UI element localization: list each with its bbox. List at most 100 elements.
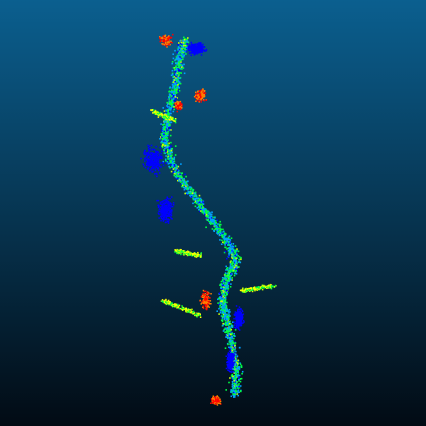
cloud-point — [192, 312, 195, 314]
cloud-point — [219, 283, 222, 286]
cloud-point — [177, 56, 179, 59]
cloud-point — [236, 313, 239, 315]
cloud-point — [161, 205, 164, 208]
cloud-point — [208, 297, 211, 299]
cloud-point — [182, 39, 184, 42]
cloud-point — [226, 238, 229, 240]
cloud-point — [181, 104, 183, 106]
cloud-point — [194, 314, 196, 317]
cloud-point — [197, 206, 200, 208]
cloud-point — [217, 298, 219, 301]
cloud-point — [171, 196, 173, 198]
cloud-point — [179, 173, 181, 176]
cloud-point — [166, 133, 168, 135]
cloud-point — [225, 242, 227, 244]
cloud-point — [162, 218, 164, 221]
cloud-point — [230, 389, 232, 391]
cloud-point — [197, 253, 199, 256]
cloud-point — [177, 51, 180, 54]
cloud-point — [192, 202, 194, 205]
cloud-point — [152, 156, 155, 158]
cloud-point — [232, 262, 234, 265]
cloud-point — [224, 241, 226, 243]
cloud-point — [171, 101, 174, 103]
cloud-point — [170, 156, 172, 159]
cloud-point — [169, 43, 171, 46]
cloud-point — [168, 206, 170, 209]
cloud-point — [201, 300, 203, 303]
cloud-point — [193, 52, 196, 55]
cloud-point — [178, 105, 181, 107]
cloud-point — [162, 202, 165, 204]
cloud-point — [205, 304, 208, 306]
cloud-point — [235, 370, 237, 372]
cloud-point — [220, 223, 222, 226]
cloud-point — [232, 243, 235, 245]
cloud-point — [240, 366, 243, 368]
cloud-point — [168, 117, 170, 119]
cloud-point — [201, 51, 203, 53]
cloud-point — [167, 153, 170, 156]
cloud-point — [164, 138, 166, 141]
cloud-point — [231, 332, 233, 334]
cloud-point — [167, 113, 169, 115]
point-cloud[interactable] — [140, 33, 277, 406]
cloud-point — [166, 211, 169, 213]
cloud-point — [230, 251, 233, 254]
cloud-point — [231, 340, 234, 343]
cloud-point — [240, 365, 243, 367]
cloud-point — [167, 144, 170, 146]
cloud-point — [165, 209, 167, 211]
cloud-point — [165, 129, 168, 132]
cloud-point — [196, 202, 198, 205]
cloud-point — [223, 301, 226, 303]
cloud-point — [174, 95, 176, 98]
cloud-point — [166, 220, 169, 223]
cloud-point — [224, 277, 226, 280]
cloud-point — [167, 111, 169, 113]
cloud-point — [154, 158, 157, 161]
cloud-point — [187, 311, 189, 313]
cloud-point — [175, 176, 177, 178]
cloud-point — [225, 321, 228, 323]
cloud-point — [168, 146, 171, 149]
cloud-point — [234, 259, 237, 262]
cloud-point — [217, 230, 220, 233]
cloud-point — [202, 48, 204, 51]
cloud-point — [218, 313, 220, 315]
cloud-point — [175, 305, 178, 308]
cloud-point — [236, 265, 238, 267]
cloud-point — [199, 201, 201, 204]
cloud-point — [161, 36, 163, 39]
cloud-point — [197, 96, 200, 99]
cloud-point — [150, 167, 153, 170]
cloud-point — [180, 48, 182, 51]
cloud-point — [183, 39, 186, 41]
cloud-point — [175, 62, 177, 65]
cloud-point — [161, 114, 163, 116]
cloud-point — [179, 54, 182, 57]
cloud-point — [152, 152, 154, 155]
cloud-point — [183, 184, 185, 186]
cloud-point — [237, 369, 239, 372]
cloud-point — [173, 82, 176, 85]
cloud-point — [189, 309, 191, 311]
cloud-point — [153, 166, 155, 168]
cloud-point — [232, 387, 234, 390]
cloud-point — [168, 303, 170, 306]
cloud-point — [235, 375, 238, 377]
cloud-point — [206, 297, 208, 300]
cloud-point — [197, 200, 199, 202]
cloud-point — [165, 301, 167, 303]
cloud-point — [165, 199, 167, 201]
cloud-point — [209, 300, 212, 302]
cloud-point — [233, 375, 235, 377]
cloud-point — [173, 81, 176, 84]
cloud-point — [235, 353, 238, 356]
cloud-point — [208, 302, 210, 304]
cloud-point — [234, 261, 237, 264]
cloud-point — [158, 114, 160, 117]
cloud-point — [164, 112, 167, 115]
